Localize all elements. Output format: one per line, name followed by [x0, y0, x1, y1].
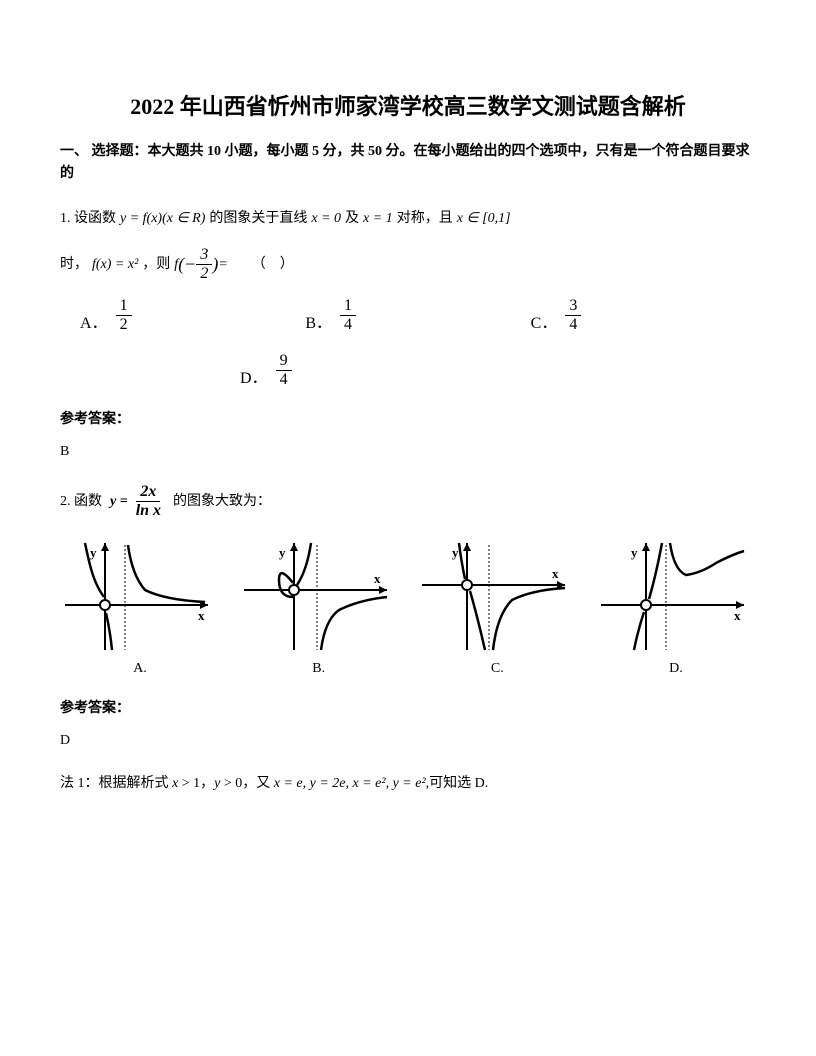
q1-line2: 时， f(x) = x² ，则 f (− 3 2 ) = （ ）	[60, 247, 756, 282]
section-header: 一、 选择题：本大题共 10 小题，每小题 5 分，共 50 分。在每小题给出的…	[60, 141, 756, 186]
page-title: 2022 年山西省忻州市师家湾学校高三数学文测试题含解析	[60, 90, 756, 123]
q1-mid1: 的图象关于直线	[209, 206, 307, 231]
q1-expr6: f (− 3 2 ) =	[174, 247, 227, 282]
graph-label-c: C.	[417, 661, 577, 677]
q2-formula: y = 2x ln x	[110, 484, 165, 519]
graph-d: y x	[596, 535, 756, 655]
q1-arg-den: 2	[196, 265, 212, 282]
q1-answer: B	[60, 444, 756, 460]
q1-option-b: B． 1 4	[305, 298, 490, 333]
q1-option-a: A． 1 2	[80, 298, 265, 333]
graph-label-a: A.	[60, 661, 220, 677]
opt-label-b: B．	[305, 309, 332, 333]
q1-eq: =	[218, 252, 227, 277]
svg-text:x: x	[198, 608, 205, 623]
opt-label-d: D．	[240, 364, 268, 388]
q2-solution: 法 1：根据解析式 x > 1，y > 0，又 x = e, y = 2e, x…	[60, 773, 756, 795]
opt-b-den: 4	[340, 316, 356, 333]
q1-answer-label: 参考答案：	[60, 408, 756, 428]
q2-answer-label: 参考答案：	[60, 697, 756, 717]
q1-options: A． 1 2 B． 1 4 C． 3 4 D． 9 4	[60, 298, 756, 388]
q1-expr4: x ∈ [0,1]	[457, 206, 511, 231]
graph-a: y x	[60, 535, 220, 655]
opt-a-num: 1	[116, 298, 132, 316]
q1-expr5: f(x) = x²	[92, 252, 138, 277]
q1-mid4: ，则	[142, 252, 170, 277]
opt-label-a: A．	[80, 309, 108, 333]
svg-text:x: x	[374, 571, 381, 586]
q1-expr1: y = f(x)(x ∈ R)	[120, 206, 205, 231]
graph-label-d: D.	[596, 661, 756, 677]
svg-text:x: x	[734, 608, 741, 623]
opt-label-c: C．	[531, 309, 558, 333]
q1-line1: 1. 设函数 y = f(x)(x ∈ R) 的图象关于直线 x = 0 及 x…	[60, 206, 756, 231]
q1-mid3: 对称，且	[397, 206, 453, 231]
opt-a-den: 2	[116, 316, 132, 333]
svg-text:y: y	[452, 545, 459, 560]
q2-graph-labels: A. B. C. D.	[60, 661, 756, 677]
q2-line1: 2. 函数 y = 2x ln x 的图象大致为：	[60, 484, 756, 519]
q2-prefix: 2. 函数	[60, 489, 102, 514]
question-2: 2. 函数 y = 2x ln x 的图象大致为：	[60, 484, 756, 519]
graph-label-b: B.	[239, 661, 399, 677]
svg-text:y: y	[631, 545, 638, 560]
q1-prefix: 1. 设函数	[60, 206, 116, 231]
q2-y: y =	[110, 489, 128, 514]
graph-b: y x	[239, 535, 399, 655]
svg-text:x: x	[552, 566, 559, 581]
opt-d-den: 4	[276, 371, 292, 388]
opt-b-num: 1	[340, 298, 356, 316]
graph-c: y x	[417, 535, 577, 655]
q1-expr3: x = 1	[363, 206, 393, 231]
opt-c-den: 4	[565, 316, 581, 333]
opt-c-num: 3	[565, 298, 581, 316]
q1-line2-prefix: 时，	[60, 252, 88, 277]
q2-den: ln x	[132, 502, 165, 519]
q1-tail: （ ）	[252, 252, 294, 277]
svg-text:y: y	[279, 545, 286, 560]
q1-mid2: 及	[345, 206, 359, 231]
q1-arg-num: 3	[196, 247, 212, 265]
q2-num: 2x	[136, 484, 160, 502]
q1-expr2: x = 0	[311, 206, 341, 231]
q1-option-d: D． 9 4	[240, 353, 716, 388]
svg-text:y: y	[90, 545, 97, 560]
question-1: 1. 设函数 y = f(x)(x ∈ R) 的图象关于直线 x = 0 及 x…	[60, 206, 756, 282]
q2-mid: 的图象大致为：	[173, 489, 271, 514]
q2-answer: D	[60, 733, 756, 749]
opt-d-num: 9	[276, 353, 292, 371]
q2-graphs: y x y x	[60, 535, 756, 655]
q1-option-c: C． 3 4	[531, 298, 716, 333]
